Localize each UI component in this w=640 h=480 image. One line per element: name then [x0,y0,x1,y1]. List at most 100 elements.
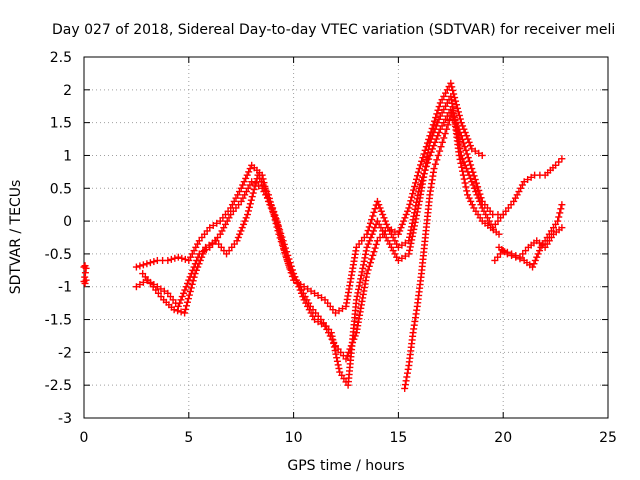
data-point [453,101,461,109]
data-point [238,224,246,232]
data-point [233,237,241,245]
data-point [461,179,469,187]
data-point [373,217,381,225]
data-point [196,256,204,264]
data-point [235,188,243,196]
data-point [468,178,476,186]
data-point [410,186,418,194]
x-axis-label: GPS time / hours [287,458,404,474]
data-point [230,197,238,205]
data-point [192,266,200,274]
data-point [184,295,192,303]
data-point [170,306,178,314]
data-point [220,224,228,232]
data-point [167,255,175,263]
y-tick-label: 0 [63,214,72,230]
data-point [468,201,476,209]
data-point [552,161,560,169]
data-point [245,168,253,176]
data-point [414,168,422,176]
data-point [332,350,340,358]
data-point [460,158,468,166]
data-point [368,255,376,263]
data-point [139,261,147,269]
data-point [401,214,409,222]
data-point [518,181,526,189]
data-point [455,151,463,159]
x-tick-label: 0 [80,430,89,446]
data-point [176,299,184,307]
data-point [247,196,255,204]
data-point [428,132,436,140]
data-point [382,234,390,241]
data-point [335,364,343,372]
y-tick-label: -1.5 [45,313,72,329]
data-point [198,253,206,261]
data-point [218,227,226,235]
data-point [330,339,338,347]
x-tick-label: 10 [285,430,303,446]
data-point [411,182,419,190]
data-point [417,161,425,169]
y-tick-label: -2 [58,345,72,361]
data-point [381,217,389,225]
data-point [183,298,191,306]
data-point [437,143,445,151]
data-point [459,171,467,179]
data-point [177,308,185,316]
data-point [248,193,256,201]
data-point [343,352,351,360]
data-point [373,197,381,205]
data-point [449,86,457,94]
data-point [558,224,566,232]
data-point [270,212,278,220]
data-point [508,250,516,258]
data-point [400,217,408,225]
data-point [460,139,468,147]
data-point [376,204,384,212]
data-point [363,270,371,278]
data-point [442,89,450,97]
data-point [363,243,371,251]
data-point [436,147,444,155]
data-point [334,361,342,369]
data-point [329,336,337,344]
data-point [427,135,435,143]
data-point [418,157,426,165]
data-point [181,286,189,294]
data-point [178,254,186,262]
data-point [186,288,194,296]
data-point [458,135,466,143]
data-point [251,182,259,190]
data-point [453,104,461,112]
data-point [555,158,563,166]
data-point [455,111,463,119]
data-point [533,253,541,261]
data-point [368,216,376,224]
data-point [370,248,378,256]
y-tick-label: 1.5 [50,116,72,132]
data-point [441,130,449,138]
data-point [330,343,338,351]
grid-layer [84,57,608,418]
data-point [174,307,182,315]
data-point [556,209,564,217]
data-point [185,256,193,264]
data-point [239,194,247,202]
data-point [164,256,172,264]
data-point [190,247,198,255]
data-point [389,247,397,255]
data-point [434,106,442,114]
data-point [194,240,202,248]
data-point [276,234,284,242]
data-point [466,174,474,182]
data-point [181,309,189,317]
data-point [180,289,188,297]
data-point [364,266,372,274]
data-point [435,103,443,111]
y-tick-label: 2.5 [50,50,72,66]
x-tick-label: 25 [599,430,617,446]
data-point [465,157,473,165]
data-point [438,96,446,104]
data-point [367,234,375,241]
